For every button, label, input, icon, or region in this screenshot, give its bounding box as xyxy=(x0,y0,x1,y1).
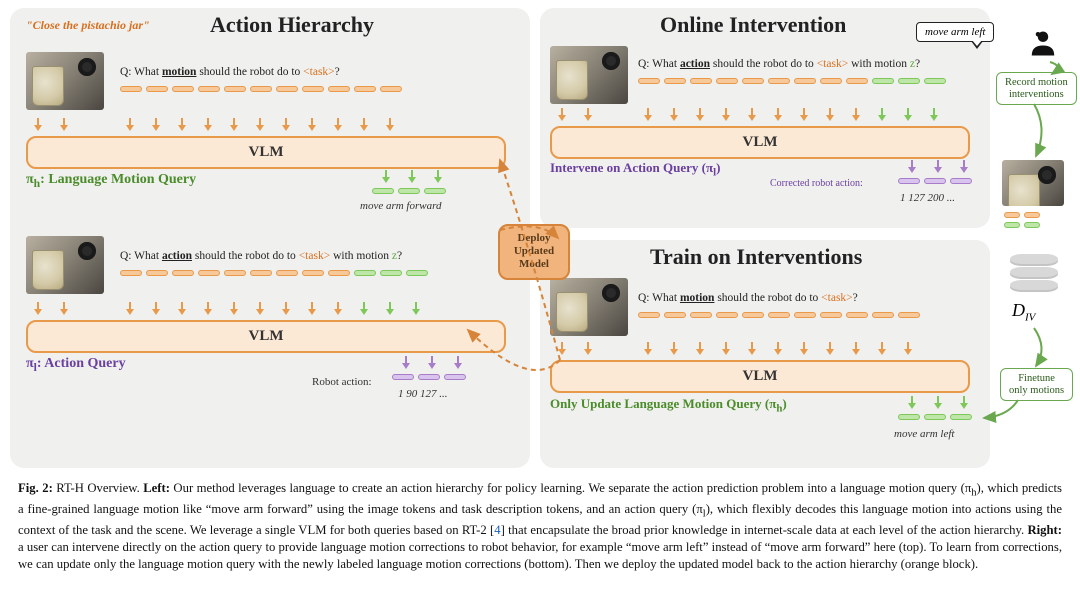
arrows-out-4 xyxy=(908,396,968,410)
corrected-label: Corrected robot action: xyxy=(770,178,863,189)
token-row-purple-out-2 xyxy=(898,178,972,184)
vlm-box-4: VLM xyxy=(550,360,970,393)
dataset-label: DIV xyxy=(1012,300,1035,324)
arrows-in-3 xyxy=(558,108,938,122)
arrows-in-4 xyxy=(558,342,912,356)
only-update-label: Only Update Language Motion Query (πh) xyxy=(550,396,787,415)
robot-image-3 xyxy=(550,46,628,104)
vlm-box-2: VLM xyxy=(26,320,506,353)
pi-l-label: πl: Action Query xyxy=(26,356,126,374)
token-row-green-out-2 xyxy=(898,414,972,420)
title-train-interventions: Train on Interventions xyxy=(650,244,862,270)
motion-query-text-1: Q: What motion should the robot do to <t… xyxy=(120,66,340,78)
arrows-out-3 xyxy=(908,160,968,174)
token-row-motion-in-2 xyxy=(638,312,920,318)
user-icon xyxy=(1028,28,1058,58)
vlm-box-3: VLM xyxy=(550,126,970,159)
figure-caption: Fig. 2: RT-H Overview. Left: Our method … xyxy=(18,480,1062,573)
finetune-box: Finetune only motions xyxy=(1000,368,1073,401)
move-forward-label: move arm forward xyxy=(360,200,441,212)
token-row-motion-in-1 xyxy=(120,86,402,92)
db-token-row xyxy=(1004,212,1040,218)
intervene-label: Intervene on Action Query (πl) xyxy=(550,160,720,179)
token-row-purple-out-1 xyxy=(392,374,466,380)
title-online-intervention: Online Intervention xyxy=(660,12,846,38)
robot-image-2 xyxy=(26,236,104,294)
figure-area: "Close the pistachio jar" Action Hierarc… xyxy=(0,0,1080,475)
action-query-text-1: Q: What action should the robot do to <t… xyxy=(120,250,402,262)
deploy-block: Deploy Updated Model xyxy=(498,224,570,280)
pi-h-label: πh: Language Motion Query xyxy=(26,172,196,190)
panel-train-interventions: Train on Interventions Q: What motion sh… xyxy=(540,240,990,468)
robot-image-1 xyxy=(26,52,104,110)
token-row-action-in-1 xyxy=(120,270,428,276)
arrows-in-1 xyxy=(34,118,394,132)
panel-action-hierarchy: "Close the pistachio jar" Action Hierarc… xyxy=(10,8,530,468)
action-query-text-2: Q: What action should the robot do to <t… xyxy=(638,58,920,70)
robot-image-db xyxy=(1002,160,1064,206)
record-interventions-box: Record motion interventions xyxy=(996,72,1077,105)
corrected-nums: 1 127 200 ... xyxy=(900,192,955,204)
arrows-in-2 xyxy=(34,302,420,316)
database-icon xyxy=(1010,254,1058,293)
robot-action-label: Robot action: xyxy=(312,376,372,388)
motion-query-text-2: Q: What motion should the robot do to <t… xyxy=(638,292,858,304)
robot-image-4 xyxy=(550,278,628,336)
robot-action-nums: 1 90 127 ... xyxy=(398,388,448,400)
token-row-action-in-2 xyxy=(638,78,946,84)
move-left-label: move arm left xyxy=(894,428,954,440)
person-icon xyxy=(1028,28,1058,58)
task-instruction: "Close the pistachio jar" xyxy=(26,18,150,33)
arrows-out-1 xyxy=(382,170,442,184)
speech-bubble: move arm left xyxy=(916,22,994,42)
vlm-box-1: VLM xyxy=(26,136,506,169)
db-token-row-2 xyxy=(1004,222,1040,228)
token-row-green-out-1 xyxy=(372,188,446,194)
title-action-hierarchy: Action Hierarchy xyxy=(210,12,374,38)
arrows-out-2 xyxy=(402,356,462,370)
fig-number: Fig. 2: xyxy=(18,481,53,495)
